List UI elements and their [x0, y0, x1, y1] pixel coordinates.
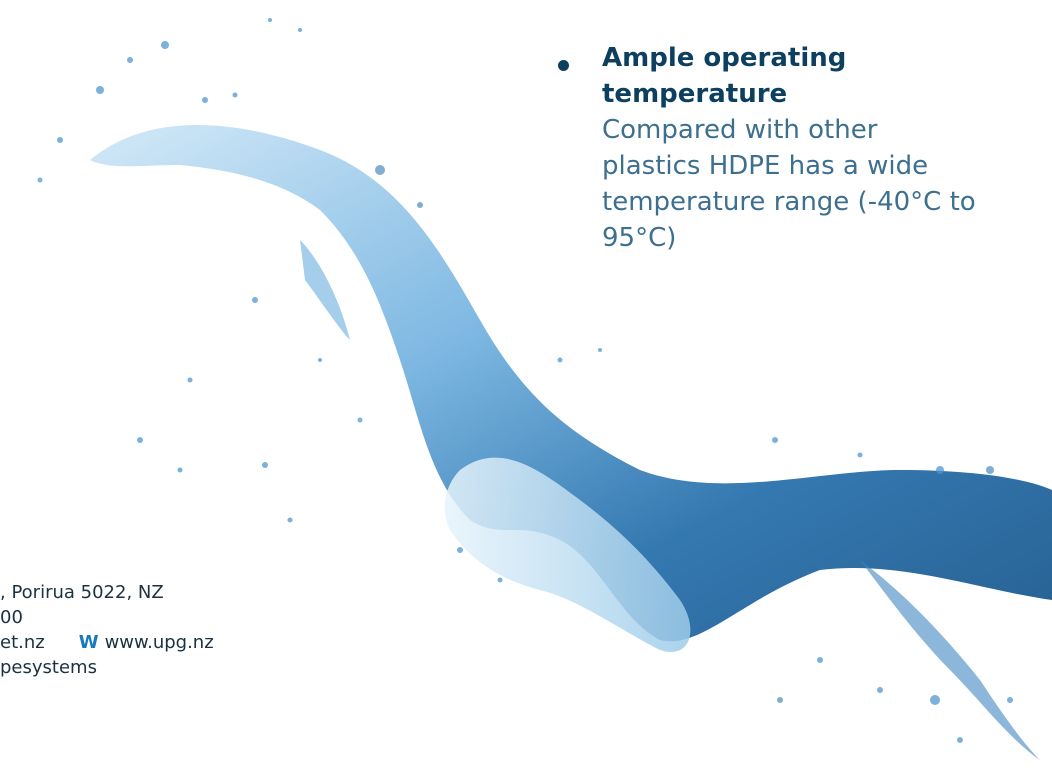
feature-heading: Ample operating temperature: [602, 43, 847, 109]
contact-address: , Porirua 5022, NZ: [0, 582, 164, 603]
contact-website[interactable]: www.upg.nz: [104, 632, 214, 653]
contact-email[interactable]: et.nz: [0, 632, 45, 653]
contact-social: pesystems: [0, 657, 97, 678]
feature-description: Compared with other plastics HDPE has a …: [602, 115, 976, 253]
feature-bullet: Ample operating temperature Compared wit…: [558, 40, 998, 256]
bullet-point-icon: [558, 60, 569, 71]
web-label: W: [78, 632, 99, 653]
contact-phone: 00: [0, 607, 23, 628]
